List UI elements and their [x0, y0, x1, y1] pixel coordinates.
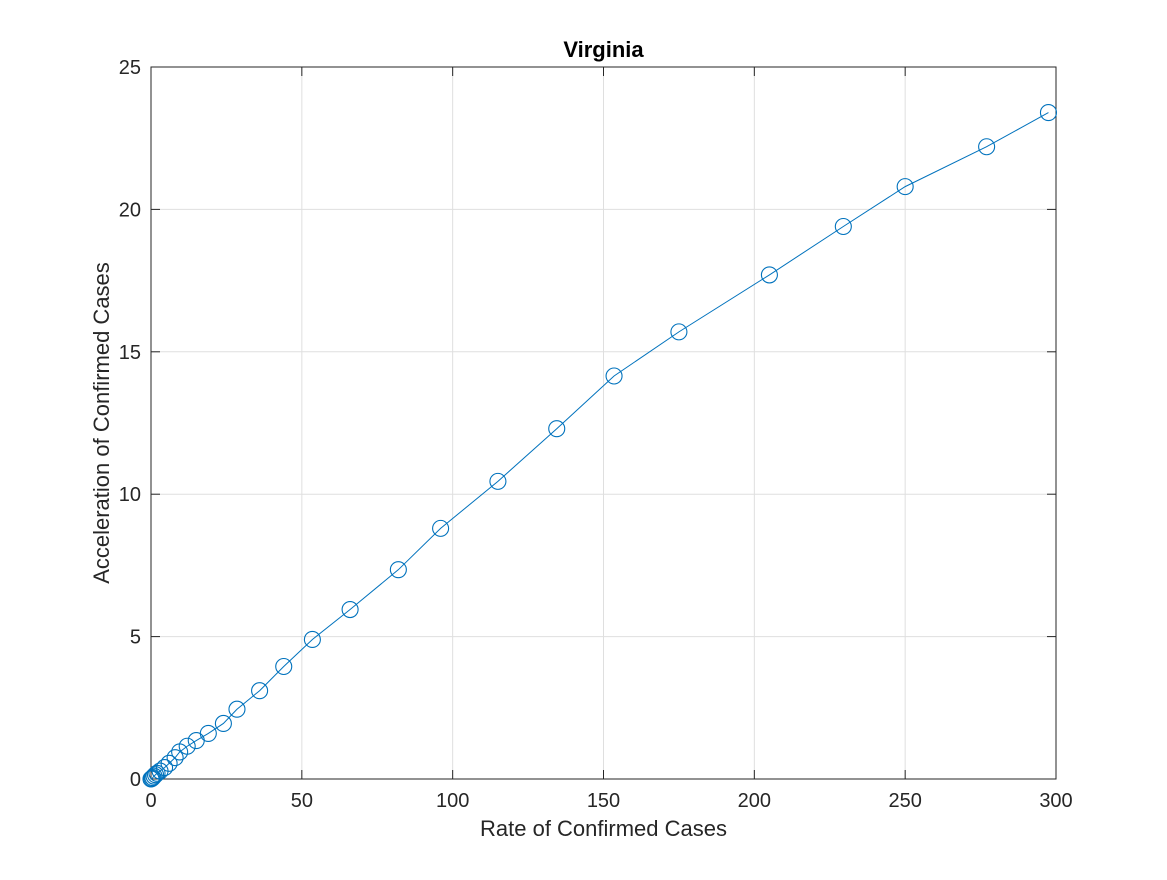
data-point-marker — [228, 700, 246, 718]
data-point-marker — [145, 767, 163, 785]
data-point-marker — [166, 749, 184, 767]
data-point-marker — [160, 754, 178, 772]
data-point-marker — [275, 657, 293, 676]
y-tick-label: 5 — [130, 627, 141, 649]
x-tick-label: 50 — [291, 790, 313, 812]
chart-title: Virginia — [563, 37, 644, 62]
x-tick-label: 300 — [1039, 790, 1072, 812]
y-tick-label: 15 — [119, 342, 141, 364]
series-layer — [142, 104, 1058, 788]
data-point-marker — [144, 769, 162, 787]
grid-layer — [151, 67, 1056, 779]
data-point-marker — [978, 138, 996, 156]
data-point-marker — [896, 178, 914, 196]
data-point-marker — [670, 323, 688, 341]
x-tick-label: 150 — [587, 790, 620, 812]
x-tick-label: 200 — [738, 790, 771, 812]
data-point-marker — [605, 367, 623, 385]
data-point-marker — [146, 766, 165, 784]
data-point-marker — [178, 737, 196, 755]
x-tick-label: 250 — [888, 790, 921, 812]
data-point-marker — [199, 724, 217, 742]
data-point-marker — [156, 759, 174, 777]
data-point-marker — [432, 519, 450, 537]
y-tick-label: 0 — [130, 769, 141, 791]
y-tick-label: 20 — [119, 199, 141, 221]
data-point-marker — [548, 420, 566, 438]
series-line — [150, 112, 1049, 780]
data-point-marker — [1039, 104, 1058, 122]
data-point-marker — [834, 217, 852, 236]
tick-layer: 0 50 100 150 200 250 300 0 5 10 15 20 25 — [119, 57, 1073, 812]
data-point-marker — [251, 682, 269, 700]
data-point-marker — [341, 600, 359, 619]
data-point-marker — [303, 630, 321, 648]
data-point-marker — [760, 266, 778, 284]
data-point-marker — [389, 561, 407, 579]
x-tick-label: 100 — [436, 790, 469, 812]
data-point-marker — [214, 714, 232, 733]
x-axis-label: Rate of Confirmed Cases — [480, 816, 727, 841]
y-tick-label: 25 — [119, 57, 141, 79]
data-point-marker — [489, 472, 507, 490]
y-tick-label: 10 — [119, 484, 141, 506]
y-axis-label: Acceleration of Confirmed Cases — [89, 262, 114, 584]
x-tick-label: 0 — [145, 790, 156, 812]
